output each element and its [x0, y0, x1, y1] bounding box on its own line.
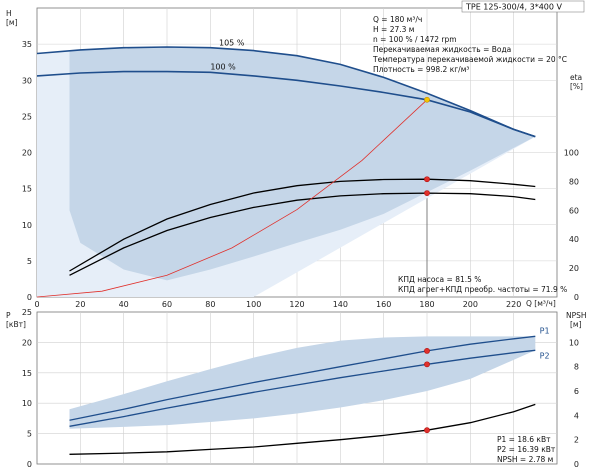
y-left-tick-label: 0	[27, 293, 32, 302]
duty-point	[424, 348, 430, 354]
npsh-axis-unit: [м]	[570, 320, 582, 329]
pump-efficiency-note: КПД насоса = 81.5 %	[398, 275, 481, 284]
top-duty-points	[424, 96, 430, 197]
y-left-tick-label: 20	[22, 338, 32, 347]
info-line: Температура перекачиваемой жидкости = 20…	[372, 55, 567, 64]
y-left-tick-label: 15	[22, 185, 32, 194]
y-left-tick-label: 20	[22, 149, 32, 158]
x-tick-label: 200	[463, 300, 478, 309]
y-right-tick-label: 20	[569, 264, 579, 273]
x-tick-label: 100	[246, 300, 261, 309]
duty-point	[424, 190, 430, 197]
readout-line: P1 = 18.6 кВт	[497, 435, 551, 444]
x-tick-label: 160	[376, 300, 391, 309]
bottom-tick-labels: 0 5 10 15 20 25 0 2 4 6 8 10	[22, 308, 579, 469]
top-series-group: 105 % 100 %	[36, 38, 536, 298]
x-tick-label: 220	[506, 300, 521, 309]
x-tick-label: 80	[205, 300, 215, 309]
curve-label: 105 %	[219, 38, 245, 47]
eta-axis-unit: [%]	[570, 82, 583, 91]
x-tick-label: 20	[75, 300, 85, 309]
x-tick-label: 180	[419, 300, 434, 309]
flow-axis-label: Q [м³/ч]	[526, 299, 556, 308]
y-left-tick-label: 5	[27, 257, 32, 266]
y-right-tick-label: 6	[574, 387, 579, 396]
y-right-tick-label: 0	[574, 460, 579, 469]
y-left-tick-label: 25	[22, 112, 32, 121]
x-tick-label: 40	[119, 300, 129, 309]
series-label-p1: P1	[540, 326, 550, 335]
series-line-system-curve	[36, 99, 428, 298]
chart-title: TPE 125-300/4, 3*400 V	[465, 3, 563, 12]
info-line: Плотность = 998.2 кг/м³	[373, 65, 469, 74]
power-axis-label: P	[6, 311, 11, 320]
y-left-tick-label: 0	[27, 460, 32, 469]
info-line: Q = 180 м³/ч	[373, 15, 422, 24]
power-axis-unit: [кВт]	[6, 320, 26, 329]
power-envelope	[69, 336, 536, 429]
info-line: H = 27.3 м	[373, 25, 414, 34]
y-right-tick-label: 40	[569, 235, 579, 244]
duty-point	[424, 96, 430, 103]
y-right-tick-label: 80	[569, 177, 579, 186]
power-envelope-region	[69, 336, 536, 429]
top-tick-labels: 0 5 10 15 20 25 30 35 0 20 40 60 80 100 0 20 40 60 80 100 12…	[22, 40, 579, 309]
info-line: n = 100 % / 1472 rpm	[373, 35, 457, 44]
x-tick-label: 120	[289, 300, 304, 309]
head-axis-unit: [м]	[6, 18, 18, 27]
info-line: Перекачиваемая жидкость = Вода	[373, 45, 511, 54]
x-tick-label: 140	[333, 300, 348, 309]
power-readout: P1 = 18.6 кВт P2 = 16.39 кВт NPSH = 2.78…	[497, 435, 556, 464]
readout-line: NPSH = 2.78 м	[497, 455, 553, 464]
envelope-main-region	[69, 47, 536, 281]
y-right-tick-label: 2	[574, 436, 579, 445]
y-left-tick-label: 10	[22, 399, 32, 408]
y-left-tick-label: 10	[22, 221, 32, 230]
readout-line: P2 = 16.39 кВт	[497, 445, 556, 454]
head-efficiency-panel: 105 % 100 % 0 5 10 15 20 25 30 35 0 20 40 60 80 100 0 20…	[6, 0, 585, 309]
series-line-npsh	[69, 403, 536, 455]
x-tick-label: 0	[34, 300, 39, 309]
eta-axis-label: eta	[570, 73, 582, 82]
series-line-105-	[36, 46, 536, 138]
y-right-tick-label: 8	[574, 363, 579, 372]
y-left-tick-label: 15	[22, 369, 32, 378]
series-line-p2	[69, 349, 536, 427]
duty-point	[424, 176, 430, 183]
curve-label: 100 %	[210, 62, 236, 71]
duty-point	[424, 427, 430, 434]
y-left-tick-label: 30	[22, 76, 32, 85]
series-label-p2: P2	[540, 351, 550, 360]
y-right-tick-label: 10	[569, 338, 579, 347]
x-tick-label: 60	[162, 300, 172, 309]
y-left-tick-label: 25	[22, 308, 32, 317]
duty-info-block: Q = 180 м³/ч H = 27.3 м n = 100 % / 1472…	[372, 15, 567, 74]
series-line-100-	[36, 70, 536, 138]
title-box	[461, 0, 585, 13]
head-axis-label: H	[6, 9, 12, 18]
unit-efficiency-note: КПД агрег+КПД преобр. частоты = 71.9 %	[398, 285, 567, 294]
series-line-unit-efficiency	[69, 192, 536, 276]
efficiency-notes: КПД насоса = 81.5 % КПД агрег+КПД преобр…	[398, 275, 567, 294]
y-right-tick-label: 60	[569, 206, 579, 215]
y-right-tick-label: 100	[564, 149, 579, 158]
operating-envelope	[37, 47, 536, 297]
y-left-tick-label: 35	[22, 40, 32, 49]
y-right-tick-label: 4	[574, 411, 579, 420]
series-line-p1	[69, 335, 536, 421]
series-line-pump-efficiency	[69, 178, 536, 272]
y-left-tick-label: 5	[27, 430, 32, 439]
y-right-tick-label: 0	[574, 293, 579, 302]
npsh-axis-label: NPSH	[566, 311, 587, 320]
bottom-series-group: P1 P2	[69, 326, 550, 455]
bottom-duty-points	[424, 348, 430, 434]
duty-point	[424, 361, 430, 368]
